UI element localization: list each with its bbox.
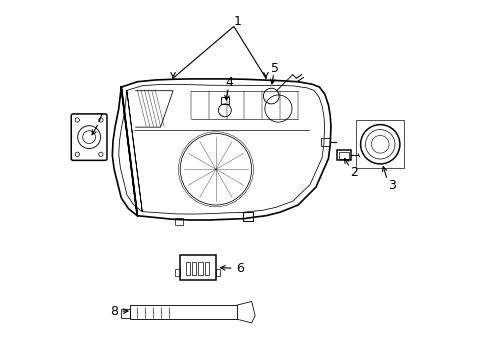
Text: 3: 3 bbox=[387, 179, 395, 192]
Bar bbox=[356, 120, 404, 168]
Bar bbox=[242, 212, 253, 221]
Text: 8: 8 bbox=[110, 305, 118, 318]
Bar bbox=[198, 262, 203, 275]
Text: 2: 2 bbox=[350, 166, 358, 179]
Bar bbox=[339, 152, 348, 159]
Bar bbox=[337, 150, 350, 160]
Bar bbox=[175, 269, 180, 276]
Bar bbox=[192, 262, 196, 275]
Bar bbox=[121, 309, 130, 318]
Bar bbox=[130, 305, 237, 319]
Bar bbox=[216, 269, 220, 276]
Bar bbox=[185, 262, 189, 275]
Text: 5: 5 bbox=[270, 62, 278, 75]
Bar bbox=[220, 97, 229, 104]
Text: 1: 1 bbox=[233, 14, 241, 27]
Bar bbox=[204, 262, 209, 275]
Text: 7: 7 bbox=[96, 112, 103, 125]
Text: 4: 4 bbox=[225, 76, 233, 89]
Bar bbox=[321, 138, 329, 146]
Bar bbox=[180, 255, 216, 280]
Text: 6: 6 bbox=[236, 262, 244, 275]
Bar bbox=[175, 218, 183, 225]
